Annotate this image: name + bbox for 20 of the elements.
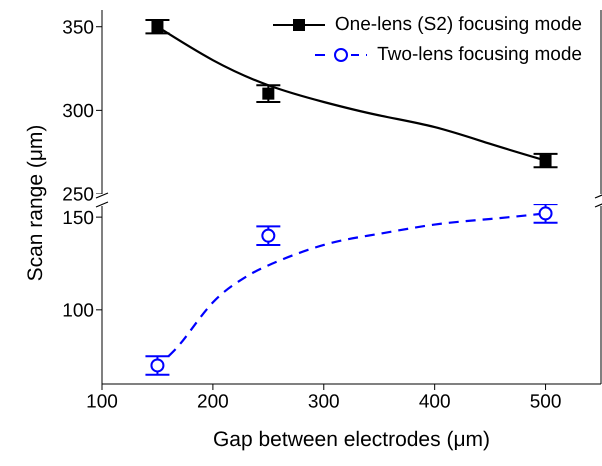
point: [262, 88, 274, 100]
y-tick-label: 150: [62, 208, 94, 229]
x-tick-label: 400: [418, 391, 451, 412]
y-axis-title: Scan range (μm): [24, 124, 48, 282]
x-tick-label: 200: [197, 391, 229, 412]
x-tick-label: 500: [530, 391, 562, 412]
y-tick-label: 350: [62, 17, 94, 38]
point: [538, 206, 553, 220]
point: [150, 358, 164, 372]
legend-label: One-lens (S2) focusing mode: [334, 14, 582, 36]
legend-label: Two-lens focusing mode: [377, 44, 582, 66]
y-tick-label: 250: [62, 184, 94, 206]
y-tick-label: 300: [62, 101, 94, 122]
x-axis-title: Gap between electrodes (μm): [212, 428, 490, 451]
y-tick-label: 100: [62, 300, 94, 322]
x-tick-label: 300: [308, 391, 340, 412]
point: [261, 228, 276, 243]
x-tick-label: 100: [86, 391, 118, 412]
point: [540, 154, 552, 167]
point: [151, 20, 164, 33]
